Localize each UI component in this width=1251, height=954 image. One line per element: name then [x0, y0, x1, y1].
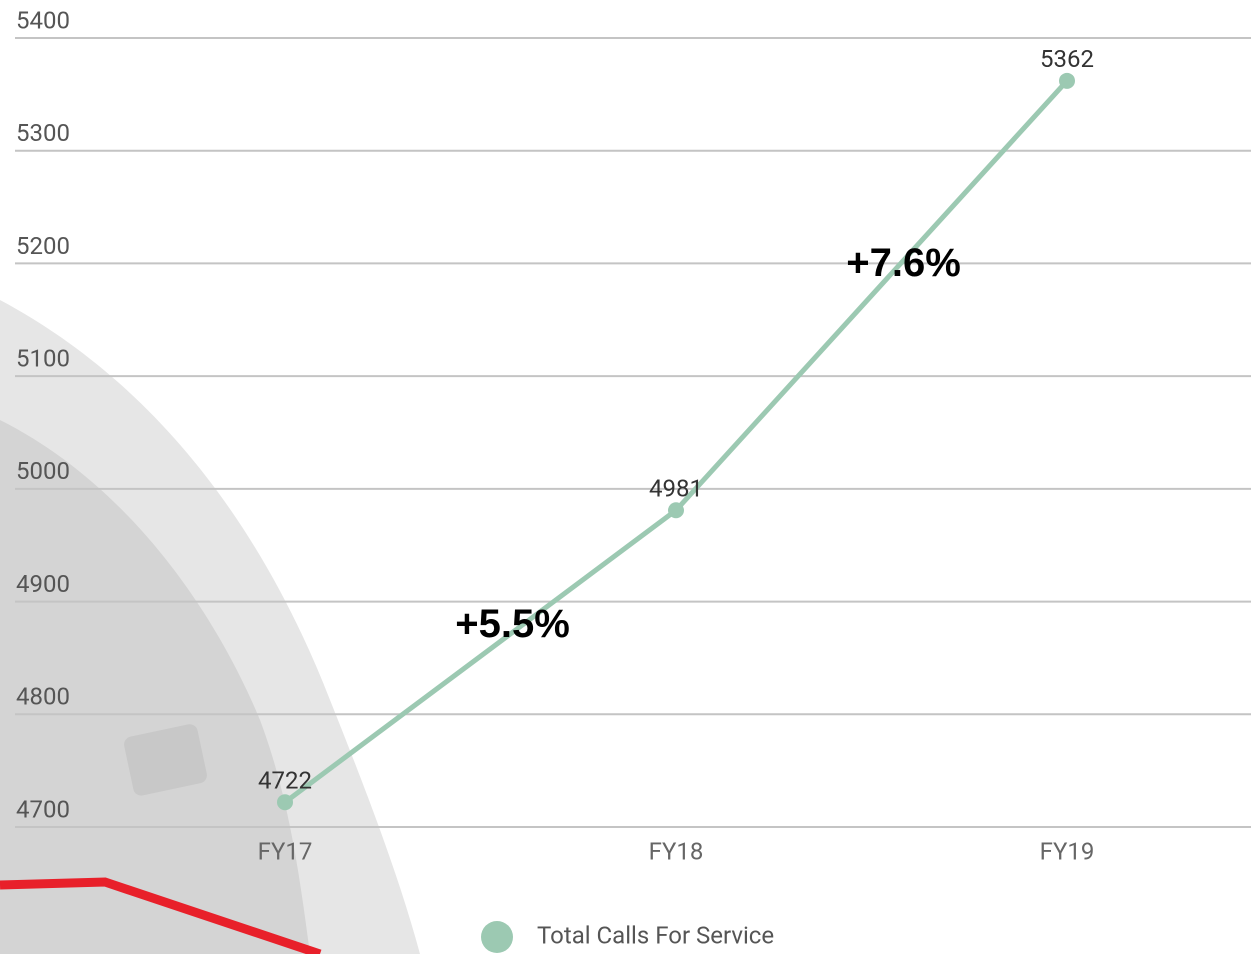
point	[1059, 73, 1075, 89]
y-tick-label: 5000	[16, 457, 70, 485]
x-tick-label: FY17	[258, 837, 313, 865]
data-label: 4981	[649, 475, 703, 503]
background-decoration	[0, 300, 420, 954]
x-tick-label: FY19	[1040, 837, 1095, 865]
point	[277, 794, 293, 810]
y-tick-label: 5200	[16, 232, 70, 260]
x-tick-label: FY18	[649, 837, 704, 865]
data-label: 5362	[1040, 45, 1094, 73]
legend-label: Total Calls For Service	[537, 921, 774, 949]
page: {"chart_data": {"type": "line", "categor…	[0, 0, 1251, 954]
y-tick-label: 5300	[16, 119, 70, 147]
legend-marker	[481, 921, 513, 953]
y-tick-label: 4800	[16, 683, 70, 711]
y-tick-label: 5100	[16, 344, 70, 372]
data-label: 4722	[258, 767, 312, 795]
y-tick-label: 4700	[16, 795, 70, 823]
chart: 4700 4800 4900 5000 5100 5200 5300 5400 FY17 FY18…	[0, 0, 1251, 954]
annotation: +5.5%	[455, 602, 570, 646]
line	[285, 81, 1067, 802]
y-tick-label: 5400	[16, 6, 70, 34]
y-tick-label: 4900	[16, 570, 70, 598]
point	[668, 502, 684, 518]
annotation: +7.6%	[846, 241, 961, 285]
